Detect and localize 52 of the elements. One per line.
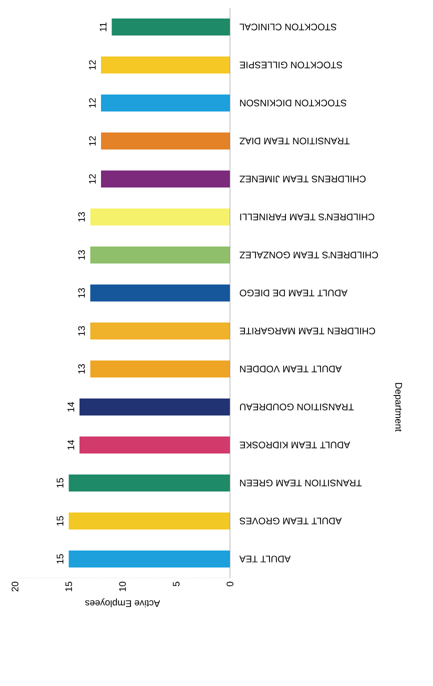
y-axis-title: Department: [393, 383, 402, 432]
data-label: 12: [89, 60, 96, 70]
y-tick-label: ADULT TEA: [239, 556, 291, 562]
bar: [90, 360, 230, 378]
bar: [90, 322, 230, 340]
y-tick-label: ADULT TEAM KIDROSKE: [240, 442, 350, 448]
y-tick-label: CHILDREN'S TEAM FARINELLI: [240, 214, 374, 220]
x-tick-label: 0: [226, 582, 234, 586]
bar: [90, 208, 230, 226]
data-label: 13: [78, 326, 85, 336]
bar: [101, 94, 230, 112]
data-label: 13: [78, 288, 85, 298]
bar: [79, 398, 230, 416]
y-tick-label: ADULT TEAM VODDEN: [240, 366, 342, 372]
bar: [68, 474, 230, 492]
data-label: 13: [78, 250, 85, 260]
data-label: 12: [89, 136, 96, 146]
data-label: 15: [56, 554, 64, 564]
data-label: 15: [56, 516, 64, 526]
bar: [101, 56, 230, 74]
y-tick-label: STOCKTON DICKINSON: [240, 100, 346, 106]
x-axis-title: Active Employees: [85, 598, 160, 608]
x-tick-label: 10: [119, 582, 126, 592]
y-tick-label: CHILDRENS TEAM JIMENEZ: [240, 176, 366, 182]
y-tick-label: STOCKTON CLINICAL: [240, 24, 336, 30]
y-tick-label: TRANSITION GOUDREAU: [240, 404, 354, 410]
data-label: 14: [68, 440, 74, 450]
bar: [79, 436, 230, 454]
data-label: 13: [78, 212, 85, 222]
data-label: 12: [89, 174, 96, 184]
bar: [90, 246, 230, 264]
bar: [90, 284, 230, 302]
y-tick-label: STOCKTON GILLESPIE: [240, 62, 342, 68]
y-tick-label: TRANSITION TEAM GREEN: [240, 480, 362, 486]
bar: [68, 512, 230, 530]
data-label: 11: [100, 22, 106, 32]
bar: [68, 550, 230, 568]
bar: [101, 132, 230, 150]
y-tick-label: TRANSITION TEAM DIAZ: [240, 138, 350, 144]
y-tick-label: CHILDREN'S TEAM GONZALEZ: [240, 252, 378, 258]
y-tick-label: ADULT TEAM DE DIEGO: [240, 290, 348, 296]
bar: [112, 18, 230, 36]
y-tick-label: ADULT TEAM GROVES: [240, 518, 342, 524]
data-label: 15: [56, 478, 64, 488]
bar: [101, 170, 230, 188]
data-label: 12: [89, 98, 96, 108]
data-label: 14: [68, 402, 74, 412]
x-tick-label: 20: [12, 582, 18, 592]
x-tick-label: 5: [172, 582, 180, 586]
x-tick-label: 15: [65, 582, 72, 592]
data-label: 13: [78, 364, 85, 374]
y-tick-label: CHILDREN TEAM MARGARITE: [240, 328, 376, 334]
